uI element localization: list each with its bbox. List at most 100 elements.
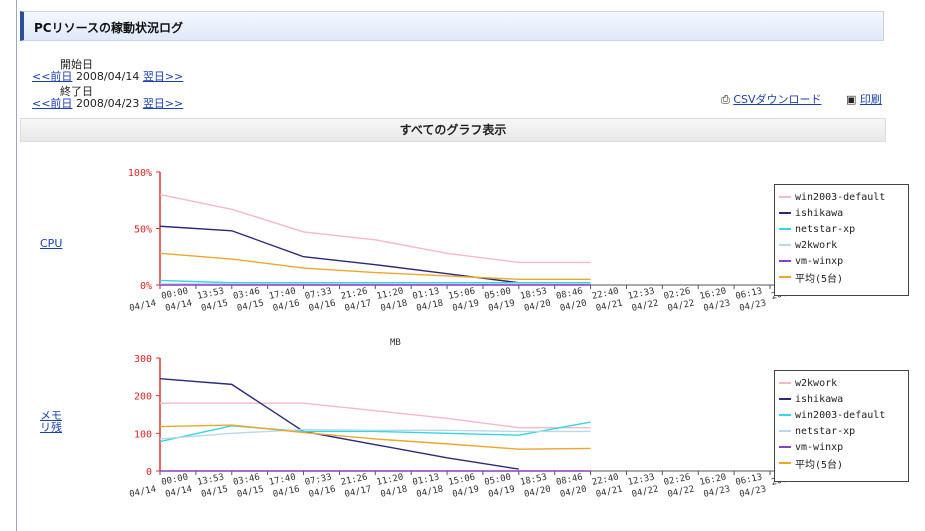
legend-swatch xyxy=(779,244,791,246)
series-line xyxy=(160,402,591,429)
legend-item: netstar-xp xyxy=(779,423,908,439)
legend-label: win2003-default xyxy=(795,191,886,203)
memory-chart: 300200100000:0004/1413:5304/1403:4604/15… xyxy=(129,354,800,500)
x-tick-date: 04/23 xyxy=(739,485,768,500)
legend-item: netstar-xp xyxy=(779,221,908,237)
series-line xyxy=(159,424,591,450)
end-next-day-link[interactable]: 翌日>> xyxy=(142,97,184,110)
x-tick-date: 04/16 xyxy=(272,485,301,500)
page-header: PCリソースの稼動状況ログ xyxy=(20,11,884,41)
x-tick-date: 04/19 xyxy=(451,299,480,314)
y-tick-label: 50% xyxy=(134,225,152,236)
x-tick-date: 04/21 xyxy=(595,485,624,500)
x-tick-date: 04/22 xyxy=(631,299,660,314)
x-tick-date: 04/18 xyxy=(380,485,409,500)
legend-label: vm-winxp xyxy=(795,441,844,453)
x-tick-date: 04/14 xyxy=(129,485,158,500)
y-tick-label: 100 xyxy=(134,429,152,440)
legend-label: ishikawa xyxy=(795,207,844,219)
legend-swatch xyxy=(779,228,791,230)
csv-download[interactable]: ⎙ CSVダウンロード xyxy=(721,91,822,107)
legend-swatch xyxy=(779,462,791,464)
memory-graph-link[interactable]: メモリ残 xyxy=(40,409,62,434)
x-tick-date: 04/19 xyxy=(487,299,516,314)
x-tick-date: 04/18 xyxy=(416,299,445,314)
y-tick-label: 100% xyxy=(128,168,152,179)
x-tick-date: 04/15 xyxy=(236,299,265,314)
x-tick-date: 04/22 xyxy=(631,485,660,500)
x-tick-date: 04/15 xyxy=(200,299,229,314)
end-date-value: 2008/04/23 xyxy=(75,97,140,110)
x-tick-date: 04/16 xyxy=(308,299,337,314)
legend-swatch xyxy=(779,212,791,214)
legend-item: win2003-default xyxy=(779,407,908,423)
x-tick-date: 04/16 xyxy=(272,299,301,314)
x-tick-date: 04/19 xyxy=(487,485,516,500)
print-link[interactable]: 印刷 xyxy=(859,93,882,106)
series-line xyxy=(159,378,519,470)
cpu-chart: 100%50%0%00:0004/1413:5304/1403:4604/151… xyxy=(128,168,799,348)
page-title: PCリソースの稼動状況ログ xyxy=(34,21,184,35)
x-tick-date: 04/22 xyxy=(667,299,696,314)
legend-label: vm-winxp xyxy=(795,255,844,267)
x-tick-date: 04/16 xyxy=(308,485,337,500)
x-tick-date: 04/23 xyxy=(703,485,732,500)
start-date-value: 2008/04/14 xyxy=(75,70,140,83)
x-tick-date: 04/23 xyxy=(739,299,768,314)
legend-label: 平均(5台) xyxy=(795,273,844,285)
y-tick-label: 0% xyxy=(140,281,152,292)
series-line xyxy=(159,421,591,443)
cpu-legend: win2003-default ishikawa netstar-xp w2kwork… xyxy=(774,184,909,296)
x-tick-date: 04/18 xyxy=(380,299,409,314)
legend-swatch xyxy=(779,382,791,384)
legend-label: netstar-xp xyxy=(795,425,856,437)
cpu-graph-link[interactable]: CPU xyxy=(40,237,63,250)
x-tick-date: 04/14 xyxy=(164,299,193,314)
print[interactable]: ▣ 印刷 xyxy=(846,91,882,107)
series-line xyxy=(159,279,591,284)
series-line xyxy=(159,252,591,281)
x-tick-date: 04/14 xyxy=(129,299,158,314)
x-tick-date: 04/20 xyxy=(523,485,552,500)
end-prev-day-link[interactable]: <<前日 xyxy=(32,97,73,110)
legend-swatch xyxy=(779,430,791,432)
legend-label: w2kwork xyxy=(795,377,838,389)
end-date-label: 終了日 xyxy=(60,85,93,98)
x-tick-date: 04/23 xyxy=(703,299,732,314)
x-tick-date: 04/15 xyxy=(236,485,265,500)
start-prev-day-link[interactable]: <<前日 xyxy=(32,70,73,83)
legend-swatch xyxy=(779,414,791,416)
legend-swatch xyxy=(779,446,791,448)
legend-label: 平均(5台) xyxy=(795,459,844,471)
legend-label: w2kwork xyxy=(795,239,838,251)
x-tick-date: 04/17 xyxy=(344,485,373,500)
legend-label: ishikawa xyxy=(795,393,844,405)
legend-item: 平均(5台) xyxy=(779,269,908,285)
download-icon: ⎙ xyxy=(721,93,730,106)
all-graphs-bar[interactable]: すべてのグラフ表示 xyxy=(20,118,886,142)
legend-item: w2kwork xyxy=(779,375,908,391)
x-tick-date: 04/18 xyxy=(416,485,445,500)
legend-item: 平均(5台) xyxy=(779,455,908,471)
legend-item: ishikawa xyxy=(779,205,908,221)
legend-item: ishikawa xyxy=(779,391,908,407)
unit-label: MB xyxy=(390,338,401,348)
x-tick-date: 04/20 xyxy=(559,299,588,314)
legend-item: w2kwork xyxy=(779,237,908,253)
legend-item: vm-winxp xyxy=(779,253,908,269)
legend-item: win2003-default xyxy=(779,189,908,205)
start-next-day-link[interactable]: 翌日>> xyxy=(142,70,184,83)
legend-swatch xyxy=(779,398,791,400)
print-icon: ▣ xyxy=(846,93,857,106)
legend-item: vm-winxp xyxy=(779,439,908,455)
csv-download-link[interactable]: CSVダウンロード xyxy=(733,93,822,106)
x-tick-date: 04/19 xyxy=(451,485,480,500)
start-date-control: 開始日 <<前日 2008/04/14 翌日>> xyxy=(32,58,184,84)
x-tick-date: 04/17 xyxy=(344,299,373,314)
y-tick-label: 200 xyxy=(134,392,152,403)
series-line xyxy=(159,193,591,264)
y-tick-label: 300 xyxy=(134,354,152,365)
legend-swatch xyxy=(779,260,791,262)
end-date-control: 終了日 <<前日 2008/04/23 翌日>> xyxy=(32,85,184,111)
content-frame xyxy=(16,0,917,531)
